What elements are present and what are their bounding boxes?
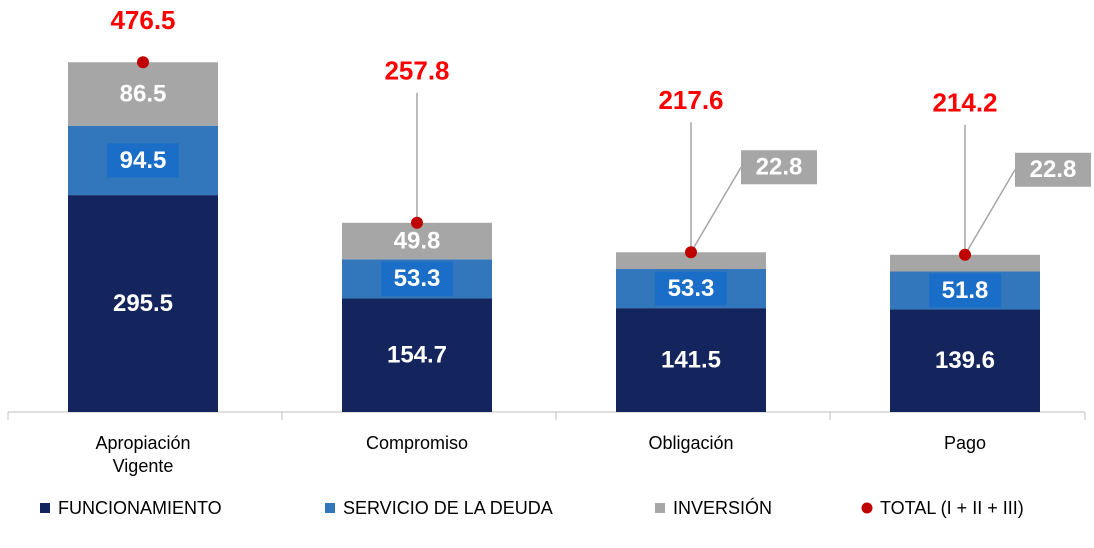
bar-segment (342, 222, 492, 260)
total-label: 214.2 (932, 88, 997, 118)
bar-segment (616, 308, 766, 412)
total-dot (137, 56, 149, 69)
legend-label: TOTAL (I + II + III) (880, 498, 1024, 518)
data-label: 49.8 (394, 227, 441, 254)
legend-marker (40, 503, 50, 513)
x-tick-label: Apropiación Vigente (95, 433, 191, 476)
x-tick-label: Pago (943, 433, 987, 453)
total-dot (959, 248, 971, 261)
data-label: 141.5 (661, 346, 721, 373)
total-dot (685, 246, 697, 259)
data-label: 22.8 (1030, 156, 1077, 183)
bar-segment (68, 195, 218, 412)
x-tick-label: Compromiso (365, 433, 469, 453)
label-box (929, 273, 1001, 308)
total-label: 257.8 (384, 56, 449, 86)
label-box (107, 143, 179, 178)
bar-segment (890, 309, 1040, 412)
bar-segment (342, 298, 492, 412)
data-label: 53.3 (394, 265, 441, 292)
label-box (1015, 152, 1091, 187)
legend-marker (655, 503, 665, 513)
total-dot (411, 216, 423, 229)
legend-label: SERVICIO DE LA DEUDA (343, 498, 553, 518)
leader-line (964, 169, 1016, 256)
bar-segment (616, 252, 766, 270)
data-label: 86.5 (120, 80, 167, 107)
total-label: 476.5 (110, 5, 175, 35)
bar-segment (890, 254, 1040, 272)
data-label: 22.8 (756, 154, 803, 181)
legend-marker (325, 503, 335, 513)
label-box (381, 261, 453, 296)
data-label: 53.3 (668, 275, 715, 302)
data-label: 139.6 (935, 347, 995, 374)
x-tick-label: Obligación (648, 433, 734, 453)
data-label: 154.7 (387, 342, 447, 369)
data-label: 51.8 (942, 277, 989, 304)
data-label: 295.5 (113, 290, 173, 317)
leader-line (690, 166, 742, 253)
legend-label: INVERSIÓN (673, 497, 772, 518)
bar-segment (68, 62, 218, 126)
legend-label: FUNCIONAMIENTO (58, 498, 222, 518)
label-box (741, 150, 817, 185)
total-label: 217.6 (658, 85, 723, 115)
legend-marker (861, 502, 873, 514)
data-label: 94.5 (120, 147, 167, 174)
label-box (655, 271, 727, 306)
